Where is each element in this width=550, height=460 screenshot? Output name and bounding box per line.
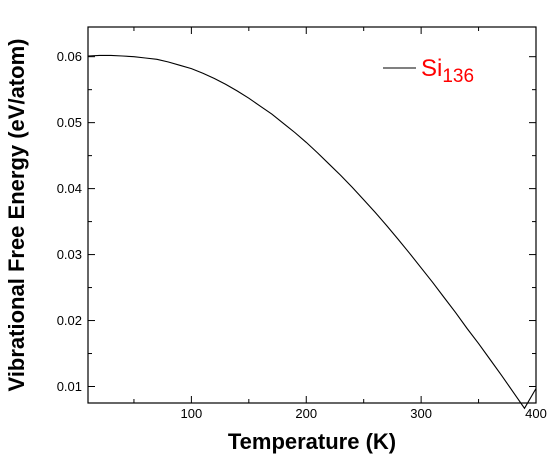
series-line-si136 xyxy=(87,54,537,410)
y-axis-title: Vibrational Free Energy (eV/atom) xyxy=(4,39,29,392)
y-tick-label: 0.01 xyxy=(57,379,82,394)
y-tick-label: 0.04 xyxy=(57,181,82,196)
y-tick-label: 0.06 xyxy=(57,49,82,64)
legend-label: Si136 xyxy=(421,55,474,87)
axis-tick-labels: 100 200 300 400 0.01 0.02 0.03 0.04 0.05 0.06 xyxy=(57,49,547,421)
x-tick-label: 400 xyxy=(525,406,547,421)
y-tick-label: 0.03 xyxy=(57,247,82,262)
y-tick-label: 0.05 xyxy=(57,115,82,130)
x-tick-label: 100 xyxy=(181,406,203,421)
y-tick-label: 0.02 xyxy=(57,313,82,328)
axis-ticks xyxy=(88,27,537,403)
x-tick-label: 200 xyxy=(295,406,317,421)
legend-label-base: Si xyxy=(421,55,442,82)
x-axis-title: Temperature (K) xyxy=(228,429,396,454)
plot-area-frame xyxy=(87,26,537,404)
x-tick-label: 300 xyxy=(410,406,432,421)
legend-label-subscript: 136 xyxy=(442,66,474,87)
